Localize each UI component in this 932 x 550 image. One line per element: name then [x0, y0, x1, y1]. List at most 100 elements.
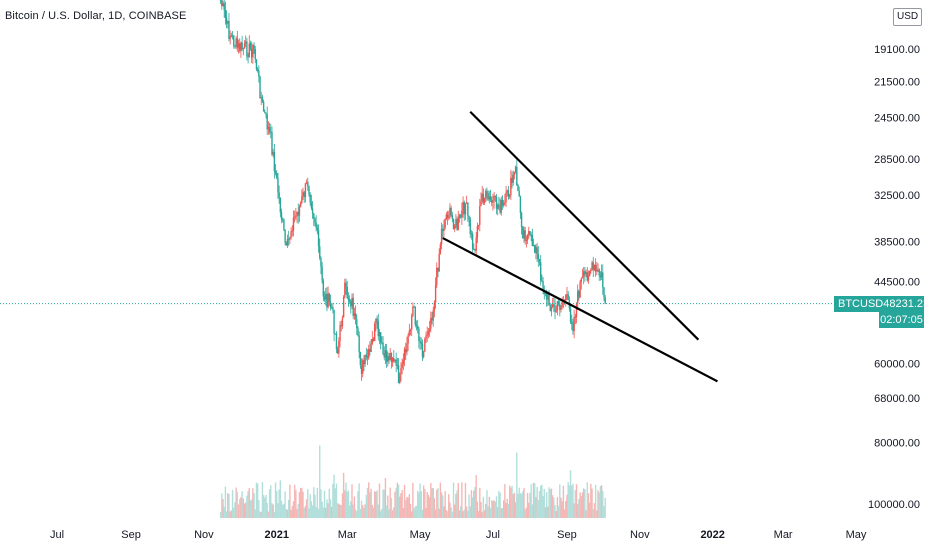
candle-body [228, 21, 230, 39]
candles [219, 0, 606, 385]
volume-bar [436, 489, 438, 518]
candle-body [353, 313, 356, 316]
candle-body [278, 192, 280, 198]
volume-bar [537, 500, 540, 518]
x-axis[interactable]: Jul Sep Nov 2021 Mar May Jul Sep Nov 2022 Mar May [50, 529, 867, 541]
candle-body [388, 356, 390, 361]
candle-body [401, 363, 403, 369]
candle-body [483, 198, 486, 203]
volume-bar [242, 498, 245, 518]
volume-bar [488, 496, 491, 518]
volume-bar [303, 507, 305, 518]
volume-bar [229, 511, 231, 518]
volume-bar [455, 493, 457, 518]
x-tick-label: May [846, 529, 867, 541]
volume-bar [304, 505, 307, 518]
volume-bar [313, 487, 315, 518]
volume-bar [227, 493, 229, 518]
volume-bar [591, 488, 593, 518]
volume-bar [345, 482, 347, 518]
volume-bar [457, 482, 459, 518]
candle-body [409, 329, 412, 331]
volume-bar [308, 508, 310, 518]
candle-body [516, 166, 518, 185]
volume-bar [542, 496, 544, 518]
candle-body [419, 340, 421, 343]
volume-bar [270, 485, 272, 518]
volume-bar [346, 491, 348, 518]
candle-body [555, 310, 557, 312]
volume-bar [413, 508, 415, 518]
volume-bar [418, 492, 420, 518]
trendline [442, 237, 718, 383]
volume-bar [323, 490, 326, 518]
volume-bar [371, 504, 374, 518]
candle-body [438, 253, 440, 272]
volume-bar [248, 488, 250, 518]
candle-body [470, 233, 473, 235]
candle-body [493, 195, 495, 201]
volume-bar [452, 482, 455, 518]
candle-body [243, 43, 246, 49]
volume-bar [454, 504, 456, 518]
candle-body [581, 276, 584, 279]
volume-bar [376, 490, 378, 518]
candle-body [535, 247, 537, 253]
candle-body [575, 303, 578, 317]
volume-bar [541, 484, 543, 518]
volume-bar [387, 495, 389, 518]
candle-body [421, 343, 424, 358]
candle-body [448, 217, 450, 219]
candle-body [557, 301, 560, 305]
candle-body [344, 282, 346, 297]
candle-body [512, 174, 514, 183]
candle-body [266, 114, 268, 130]
candle-body [219, 0, 222, 2]
candle-body [271, 131, 273, 155]
candle-body [566, 294, 568, 296]
volume-bar [581, 492, 584, 518]
candle-body [359, 352, 362, 366]
volume-bar [354, 509, 357, 518]
volume-bar [572, 483, 574, 518]
candle-body [405, 349, 407, 353]
volume-bar [372, 507, 375, 518]
candle-body [394, 359, 396, 362]
candle-body [298, 206, 301, 216]
volume-bar [553, 497, 555, 518]
volume-bar [347, 490, 350, 518]
y-axis[interactable]: 1619100.0021500.0024500.0028500.0032500.… [868, 7, 920, 511]
candle-body [411, 315, 413, 330]
volume-bar [536, 487, 538, 518]
volume-bar [315, 506, 317, 518]
candle-body [518, 190, 520, 197]
candle-body [284, 229, 286, 243]
volume-bar [234, 502, 236, 518]
volume-bar [411, 511, 413, 518]
candle-body [604, 297, 606, 304]
candle-body [296, 211, 298, 216]
candle-body [279, 197, 282, 213]
candle-body [375, 318, 377, 325]
volume-bar [260, 511, 262, 518]
candle-body [485, 190, 487, 199]
candle-body [270, 131, 272, 133]
candle-body [531, 234, 534, 246]
candle-body [381, 342, 383, 344]
candle-body [363, 360, 365, 365]
candle-body [444, 219, 446, 228]
volume-bar [420, 491, 422, 518]
volume-bar [299, 488, 302, 518]
volume-bar [519, 493, 522, 518]
volume-bar [279, 480, 282, 518]
volume-bar [539, 485, 542, 518]
price-value: 48231.23 [883, 297, 930, 310]
candle-body [602, 272, 604, 288]
candle-body [597, 269, 599, 271]
candle-body [352, 297, 354, 316]
volume-bar [594, 484, 597, 518]
candle-body [334, 333, 336, 335]
volume-bar [602, 491, 604, 518]
currency-badge[interactable]: USD [893, 8, 923, 26]
